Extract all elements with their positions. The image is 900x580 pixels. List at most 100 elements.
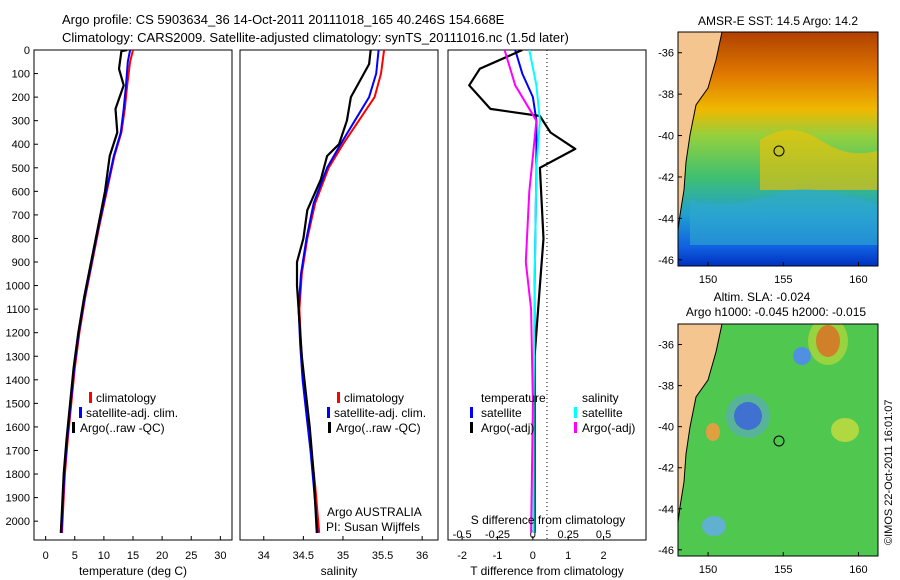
depth-tick-label: 1200 <box>6 328 30 340</box>
t-difference-axis-ticks: -2 -1 0 1 2 <box>457 536 607 562</box>
sla-map-panel: Altim. SLA: -0.024 Argo h1000: -0.045 h2… <box>658 290 879 576</box>
x-tick-label: 34 <box>258 550 270 562</box>
temperature-series <box>59 50 134 533</box>
legend-climatology: climatology <box>96 391 156 405</box>
sla-map-subtitle: Argo h1000: -0.045 h2000: -0.015 <box>686 305 866 319</box>
depth-tick-label: 1700 <box>6 445 30 457</box>
legend-swatch-argo <box>72 422 75 433</box>
lat-tick-label: -44 <box>658 213 674 225</box>
series-line <box>295 50 372 533</box>
x-tick-label: 1 <box>565 550 571 562</box>
x-tick-label: 5 <box>72 550 78 562</box>
series-line <box>297 50 380 533</box>
sst-warm-eddy <box>760 130 878 190</box>
legend-t-argo: Argo(-adj) <box>481 421 534 435</box>
lat-tick-label: -46 <box>658 255 674 267</box>
lat-tick-label: -40 <box>658 422 674 434</box>
argo-location-marker <box>773 435 785 447</box>
legend-swatch-t-argo <box>470 422 473 433</box>
depth-tick-label: 1600 <box>6 422 30 434</box>
x-tick-label: -2 <box>457 550 467 562</box>
legend-satellite: satellite-adj. clim. <box>334 406 426 420</box>
australia-land <box>678 32 723 231</box>
depth-tick-label: 100 <box>12 69 30 81</box>
legend-swatch-t-satellite <box>470 407 473 418</box>
temperature-panel: 0100200300400500600700800900100011001200… <box>6 45 233 578</box>
sla-map-ticks: 150 155 160 -36 -38 -40 -42 -44 -46 <box>658 340 868 576</box>
legend-argo: Argo(..raw -QC) <box>80 421 165 435</box>
lat-tick-label: -38 <box>658 381 674 393</box>
depth-tick-label: 1300 <box>6 351 30 363</box>
salinity-legend: climatology satellite-adj. clim. Argo(..… <box>327 391 426 435</box>
sst-map-frame <box>677 31 879 267</box>
depth-tick-label: 900 <box>12 257 30 269</box>
temperature-xlabel: temperature (deg C) <box>79 564 187 578</box>
sla-yellow-spot <box>831 418 859 442</box>
sla-map-frame <box>677 323 879 557</box>
depth-tick-label: 400 <box>12 139 30 151</box>
lon-tick-label: 155 <box>774 274 792 286</box>
legend-swatch-argo <box>328 422 331 433</box>
legend-argo: Argo(..raw -QC) <box>336 421 421 435</box>
depth-tick-label: 1000 <box>6 281 30 293</box>
x-tick-label: -1 <box>493 550 503 562</box>
salinity-axis-ticks: 34 34.5 35 35.5 36 <box>258 536 428 562</box>
depth-tick-label: 0 <box>24 45 30 57</box>
series-line <box>468 50 577 533</box>
float-program: Argo AUSTRALIA <box>327 505 422 519</box>
x-tick-label: 35 <box>337 550 349 562</box>
legend-s-satellite: satellite <box>582 406 623 420</box>
lon-tick-label: 160 <box>849 274 867 286</box>
lon-tick-label: 150 <box>699 564 717 576</box>
depth-tick-label: 1400 <box>6 375 30 387</box>
legend-swatch-climatology <box>89 392 92 403</box>
x-tick-label: 15 <box>127 550 139 562</box>
legend-swatch-climatology <box>337 392 340 403</box>
depth-tick-label: 1100 <box>6 304 30 316</box>
depth-tick-label: 500 <box>12 163 30 175</box>
lon-tick-label: 160 <box>849 564 867 576</box>
series-line <box>59 50 128 533</box>
argo-location-marker <box>773 145 785 157</box>
sst-map-ticks: 150 155 160 -36 -38 -40 -42 -44 -46 <box>658 48 868 286</box>
lon-tick-label: 155 <box>774 564 792 576</box>
lat-tick-label: -38 <box>658 89 674 101</box>
lat-tick-label: -36 <box>658 48 674 60</box>
header-line1: Argo profile: CS 5903634_36 14-Oct-2011 … <box>62 12 505 27</box>
s-tick-label: -0.5 <box>453 529 472 541</box>
x-tick-label: 34.5 <box>293 550 314 562</box>
depth-tick-label: 1900 <box>6 493 30 505</box>
s-tick-label: 0.25 <box>558 529 579 541</box>
salinity-series <box>295 50 386 533</box>
legend-climatology: climatology <box>344 391 404 405</box>
lat-tick-label: -36 <box>658 340 674 352</box>
depth-tick-label: 2000 <box>6 516 30 528</box>
lat-tick-label: -40 <box>658 131 674 143</box>
series-line <box>60 50 132 533</box>
legend-swatch-satellite <box>79 407 82 418</box>
x-tick-label: 30 <box>214 550 226 562</box>
x-tick-label: 25 <box>185 550 197 562</box>
x-tick-label: 2 <box>601 550 607 562</box>
x-tick-label: 20 <box>156 550 168 562</box>
s-difference-axis-ticks: -0.5 -0.25 0 0.25 0.5 <box>453 529 612 541</box>
difference-legend: temperature satellite Argo(-adj) salinit… <box>470 391 635 435</box>
sla-map-title: Altim. SLA: -0.024 <box>714 290 811 304</box>
legend-temperature-heading: temperature <box>481 391 546 405</box>
series-line <box>503 50 538 533</box>
depth-tick-label: 200 <box>12 92 30 104</box>
legend-s-argo: Argo(-adj) <box>582 421 635 435</box>
depth-tick-label: 600 <box>12 186 30 198</box>
depth-axis-ticks: 0 100 200 300 400 500 600 700 800 900 1000 1100 1200… <box>6 45 38 528</box>
salinity-axes <box>239 49 439 541</box>
salinity-xlabel: salinity <box>321 564 358 578</box>
legend-salinity-heading: salinity <box>582 391 619 405</box>
x-tick-label: 35.5 <box>372 550 393 562</box>
sla-high-halo <box>808 324 848 365</box>
depth-tick-label: 800 <box>12 233 30 245</box>
x-tick-label: 36 <box>416 550 428 562</box>
difference-panel: -2 -1 0 1 2 -0.5 -0.25 0 0.25 0.5 T difference f… <box>447 49 647 578</box>
lat-tick-label: -46 <box>658 545 674 557</box>
x-tick-label: 0 <box>43 550 49 562</box>
